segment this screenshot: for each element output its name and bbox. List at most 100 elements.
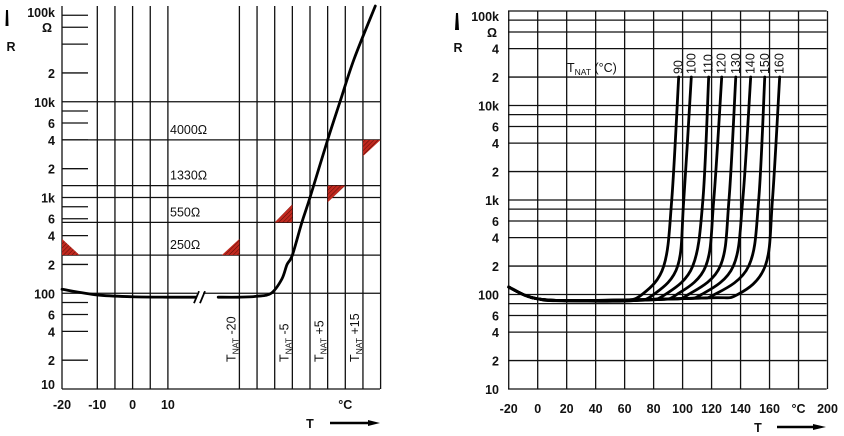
y-axis-label: R <box>6 40 15 54</box>
series-label: 130 <box>729 53 743 74</box>
legend-subscript: NAT <box>575 67 591 77</box>
y-unit-label: Ω <box>487 26 497 40</box>
y-tick-label: 6 <box>492 309 499 323</box>
series-label: 100 <box>684 53 698 74</box>
y-axis-arrow-icon <box>455 13 459 30</box>
y-tick-label: 4 <box>48 325 55 339</box>
x-tick-label: 120 <box>701 402 722 416</box>
y-tick-label: 1k <box>485 194 499 208</box>
left-chart: 4000Ω1330Ω550Ω250Ω100k210k6421k642100642… <box>5 4 382 431</box>
tnat-symbol: T <box>277 354 291 362</box>
y-tick-label: 2 <box>48 258 55 272</box>
tnat-tick-label: TNAT -5 <box>277 323 293 362</box>
y-tick-label: 2 <box>48 163 55 177</box>
y-tick-label: 6 <box>48 213 55 227</box>
reference-line-label: 250Ω <box>170 238 200 252</box>
x-unit-label: °C <box>338 398 352 412</box>
x-tick-label: °C <box>792 402 806 416</box>
y-axis-arrow-icon <box>5 10 9 26</box>
series-label: 120 <box>715 53 729 74</box>
axis-break-gap <box>197 290 203 305</box>
series-label: 140 <box>744 53 758 74</box>
x-tick-label: 60 <box>618 402 632 416</box>
y-tick-label: 100 <box>478 289 499 303</box>
x-tick-label: 0 <box>534 402 541 416</box>
y-tick-label: 4 <box>48 134 55 148</box>
series-label: 150 <box>758 53 772 74</box>
tnat-subscript: NAT <box>230 338 240 354</box>
tnat-tick-label: TNAT +15 <box>348 313 364 362</box>
y-tick-label: 2 <box>492 260 499 274</box>
tnat-subscript: NAT <box>354 338 364 354</box>
series-label: 90 <box>672 60 686 74</box>
resistance-curve-high <box>216 4 377 299</box>
y-tick-label: 6 <box>492 120 499 134</box>
y-tick-label: 4 <box>492 43 499 57</box>
x-axis-label: T <box>306 417 314 431</box>
y-tick-label: 100 <box>34 287 55 301</box>
y-tick-label: 10 <box>41 378 55 392</box>
y-tick-label: 100k <box>471 10 499 24</box>
tnat-offset: -20 <box>224 316 238 338</box>
tolerance-marker <box>362 139 381 157</box>
y-tick-label: 4 <box>492 137 499 151</box>
tnat-offset: -5 <box>277 323 291 338</box>
x-tick-label: -20 <box>500 402 518 416</box>
x-tick-label: 140 <box>730 402 751 416</box>
x-tick-label: 20 <box>560 402 574 416</box>
series-label: 110 <box>702 54 716 74</box>
y-tick-label: 6 <box>48 117 55 131</box>
y-tick-label: 2 <box>48 354 55 368</box>
tnat-symbol: T <box>313 354 327 362</box>
y-tick-label: 100k <box>27 6 55 20</box>
x-tick-label: 40 <box>589 402 603 416</box>
tnat-offset: +5 <box>313 320 327 338</box>
tnat-tick-label: TNAT +5 <box>313 320 329 362</box>
tnat-symbol: T <box>348 354 362 362</box>
x-axis-arrowhead-icon <box>368 420 380 426</box>
reference-line-label: 550Ω <box>170 205 200 219</box>
y-tick-label: 1k <box>41 192 55 206</box>
x-tick-label: 200 <box>817 402 838 416</box>
x-tick-label: 80 <box>647 402 661 416</box>
tnat-curve-160 <box>507 75 782 303</box>
y-tick-label: 4 <box>492 232 499 246</box>
x-tick-label: 160 <box>759 402 780 416</box>
y-tick-label: 2 <box>48 67 55 81</box>
tnat-offset: +15 <box>348 313 362 338</box>
y-unit-label: Ω <box>42 21 52 35</box>
tnat-subscript: NAT <box>283 338 293 354</box>
tnat-curve-150 <box>507 75 767 303</box>
x-tick-label: 10 <box>161 398 175 412</box>
y-tick-label: 4 <box>492 326 499 340</box>
tnat-tick-label: TNAT -20 <box>224 316 240 362</box>
legend-title: TNAT (°C) <box>567 61 617 77</box>
axis-break-mark <box>193 290 200 304</box>
y-tick-label: 10k <box>478 100 499 114</box>
reference-line-label: 4000Ω <box>170 123 207 137</box>
tnat-curve-130 <box>507 75 738 303</box>
tnat-symbol: T <box>224 354 238 362</box>
axis-break-mark <box>199 290 206 304</box>
y-tick-label: 2 <box>492 71 499 85</box>
y-tick-label: 10 <box>485 383 499 397</box>
x-tick-label: -20 <box>53 398 71 412</box>
x-axis-label: T <box>754 421 762 435</box>
x-axis-arrowhead-icon <box>813 424 826 430</box>
y-tick-label: 2 <box>492 166 499 180</box>
y-tick-label: 4 <box>48 230 55 244</box>
tnat-subscript: NAT <box>319 338 329 354</box>
x-tick-label: 0 <box>129 398 136 412</box>
tolerance-marker <box>327 185 346 203</box>
y-tick-label: 6 <box>492 215 499 229</box>
x-tick-label: -10 <box>88 398 106 412</box>
legend-symbol: T <box>567 61 575 75</box>
y-tick-label: 10k <box>34 96 55 110</box>
y-tick-label: 2 <box>492 355 499 369</box>
y-tick-label: 6 <box>48 308 55 322</box>
y-axis-label: R <box>453 41 462 55</box>
reference-line-label: 1330Ω <box>170 169 207 183</box>
legend-unit: (°C) <box>591 61 617 75</box>
